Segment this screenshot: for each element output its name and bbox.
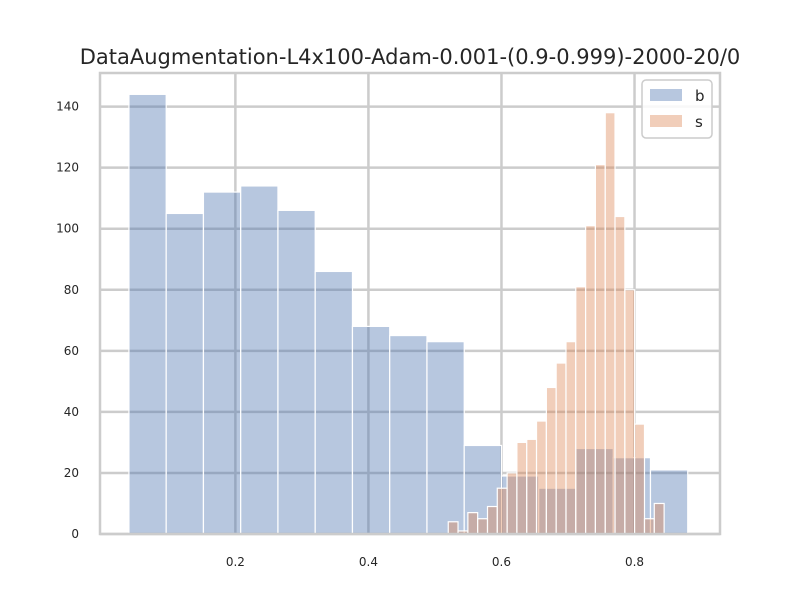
bar-s (447, 521, 459, 535)
bar-s (526, 438, 538, 535)
bar-s (614, 215, 626, 535)
legend-swatch-b (650, 89, 682, 101)
y-tick-label: 40 (64, 405, 79, 419)
legend: bs (641, 79, 713, 139)
bar-b (351, 325, 391, 535)
bar-s (594, 163, 606, 535)
y-axis-ticks: 0 20 40 60 80 100 120 140 (56, 100, 79, 541)
bar-s (643, 518, 655, 535)
bar-b (277, 209, 316, 535)
bar-b (165, 212, 205, 535)
x-axis-ticks: 0.2 0.4 0.6 0.8 (226, 555, 644, 569)
legend-label-b: b (695, 87, 705, 105)
bar-b (389, 334, 428, 535)
x-tick-label: 0.4 (359, 555, 378, 569)
bar-b (202, 191, 242, 535)
y-tick-label: 120 (56, 161, 79, 175)
bar-s (535, 420, 547, 535)
legend-label-s: s (695, 113, 703, 131)
x-tick-label: 0.2 (226, 555, 245, 569)
bar-b (314, 270, 354, 535)
bar-s (467, 512, 479, 535)
bar-s (585, 225, 597, 535)
y-tick-label: 0 (71, 527, 79, 541)
bar-s (486, 505, 498, 535)
y-tick-label: 20 (64, 466, 79, 480)
bar-b (649, 469, 689, 535)
bar-s (496, 487, 508, 535)
y-tick-label: 80 (64, 283, 79, 297)
bar-b (538, 487, 577, 535)
bar-s (575, 286, 587, 535)
series-b-bars (128, 93, 689, 535)
y-tick-label: 60 (64, 344, 79, 358)
bar-s (624, 289, 636, 535)
x-tick-label: 0.6 (492, 555, 511, 569)
bar-s (545, 386, 557, 535)
bar-s (516, 441, 528, 535)
bar-b (426, 341, 465, 535)
plot-frame (98, 71, 722, 536)
bar-s (565, 341, 577, 535)
legend-swatch-s (650, 115, 682, 127)
bar-b (128, 93, 167, 535)
bar-s (506, 472, 518, 535)
bar-s (604, 112, 616, 535)
bar-s (634, 423, 646, 535)
bar-b (240, 185, 279, 535)
bar-s (555, 362, 567, 535)
x-tick-label: 0.8 (625, 555, 644, 569)
bar-s (653, 502, 665, 535)
chart-title: DataAugmentation-L4x100-Adam-0.001-(0.9-… (80, 45, 741, 69)
bar-s (477, 518, 489, 535)
y-tick-label: 140 (56, 100, 79, 114)
legend-box (641, 79, 713, 139)
y-tick-label: 100 (56, 222, 79, 236)
